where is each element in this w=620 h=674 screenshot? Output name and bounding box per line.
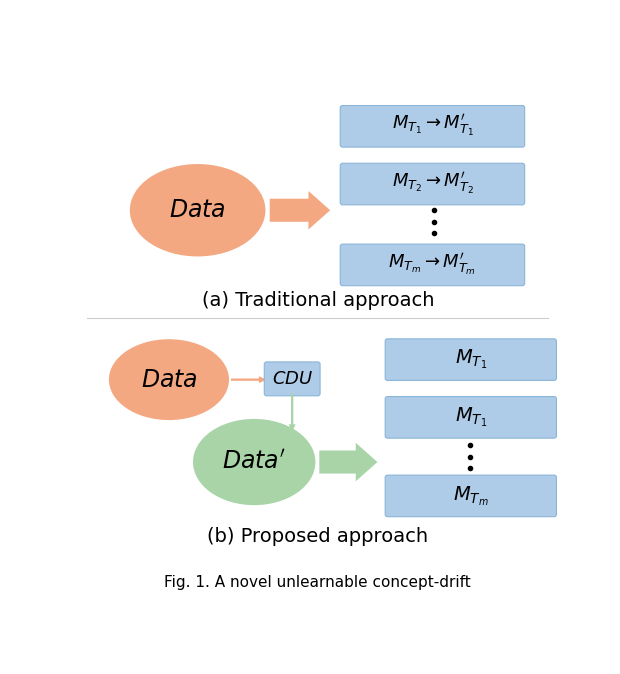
FancyArrow shape: [319, 443, 378, 481]
Text: (a) Traditional approach: (a) Traditional approach: [202, 290, 434, 310]
FancyBboxPatch shape: [340, 244, 525, 286]
Ellipse shape: [130, 164, 265, 256]
Text: $\mathit{Data}$: $\mathit{Data}$: [141, 367, 197, 392]
Text: $M_{T_1}$: $M_{T_1}$: [454, 348, 487, 371]
FancyBboxPatch shape: [385, 396, 557, 438]
FancyArrow shape: [231, 376, 267, 383]
FancyBboxPatch shape: [264, 362, 320, 396]
Text: $\mathit{Data'}$: $\mathit{Data'}$: [222, 450, 286, 474]
FancyBboxPatch shape: [340, 106, 525, 147]
Text: $M_{T_2} \rightarrow M^{\prime}_{T_2}$: $M_{T_2} \rightarrow M^{\prime}_{T_2}$: [392, 171, 473, 197]
Text: $M_{T_1}$: $M_{T_1}$: [454, 406, 487, 429]
Text: $\mathit{Data}$: $\mathit{Data}$: [169, 198, 226, 222]
Text: $M_{T_1} \rightarrow M^{\prime}_{T_1}$: $M_{T_1} \rightarrow M^{\prime}_{T_1}$: [392, 113, 473, 140]
Text: $M_{T_m} \rightarrow M^{\prime}_{T_m}$: $M_{T_m} \rightarrow M^{\prime}_{T_m}$: [389, 252, 476, 278]
Text: Fig. 1. A novel unlearnable concept-drift: Fig. 1. A novel unlearnable concept-drif…: [164, 575, 471, 590]
Ellipse shape: [109, 339, 229, 420]
Text: $\mathit{CDU}$: $\mathit{CDU}$: [272, 370, 313, 388]
Text: $M_{T_m}$: $M_{T_m}$: [453, 484, 489, 508]
FancyBboxPatch shape: [340, 163, 525, 205]
FancyArrow shape: [289, 394, 296, 432]
Ellipse shape: [193, 419, 316, 505]
FancyBboxPatch shape: [385, 339, 557, 380]
FancyBboxPatch shape: [385, 475, 557, 517]
Text: (b) Proposed approach: (b) Proposed approach: [207, 527, 428, 546]
FancyArrow shape: [270, 191, 330, 229]
